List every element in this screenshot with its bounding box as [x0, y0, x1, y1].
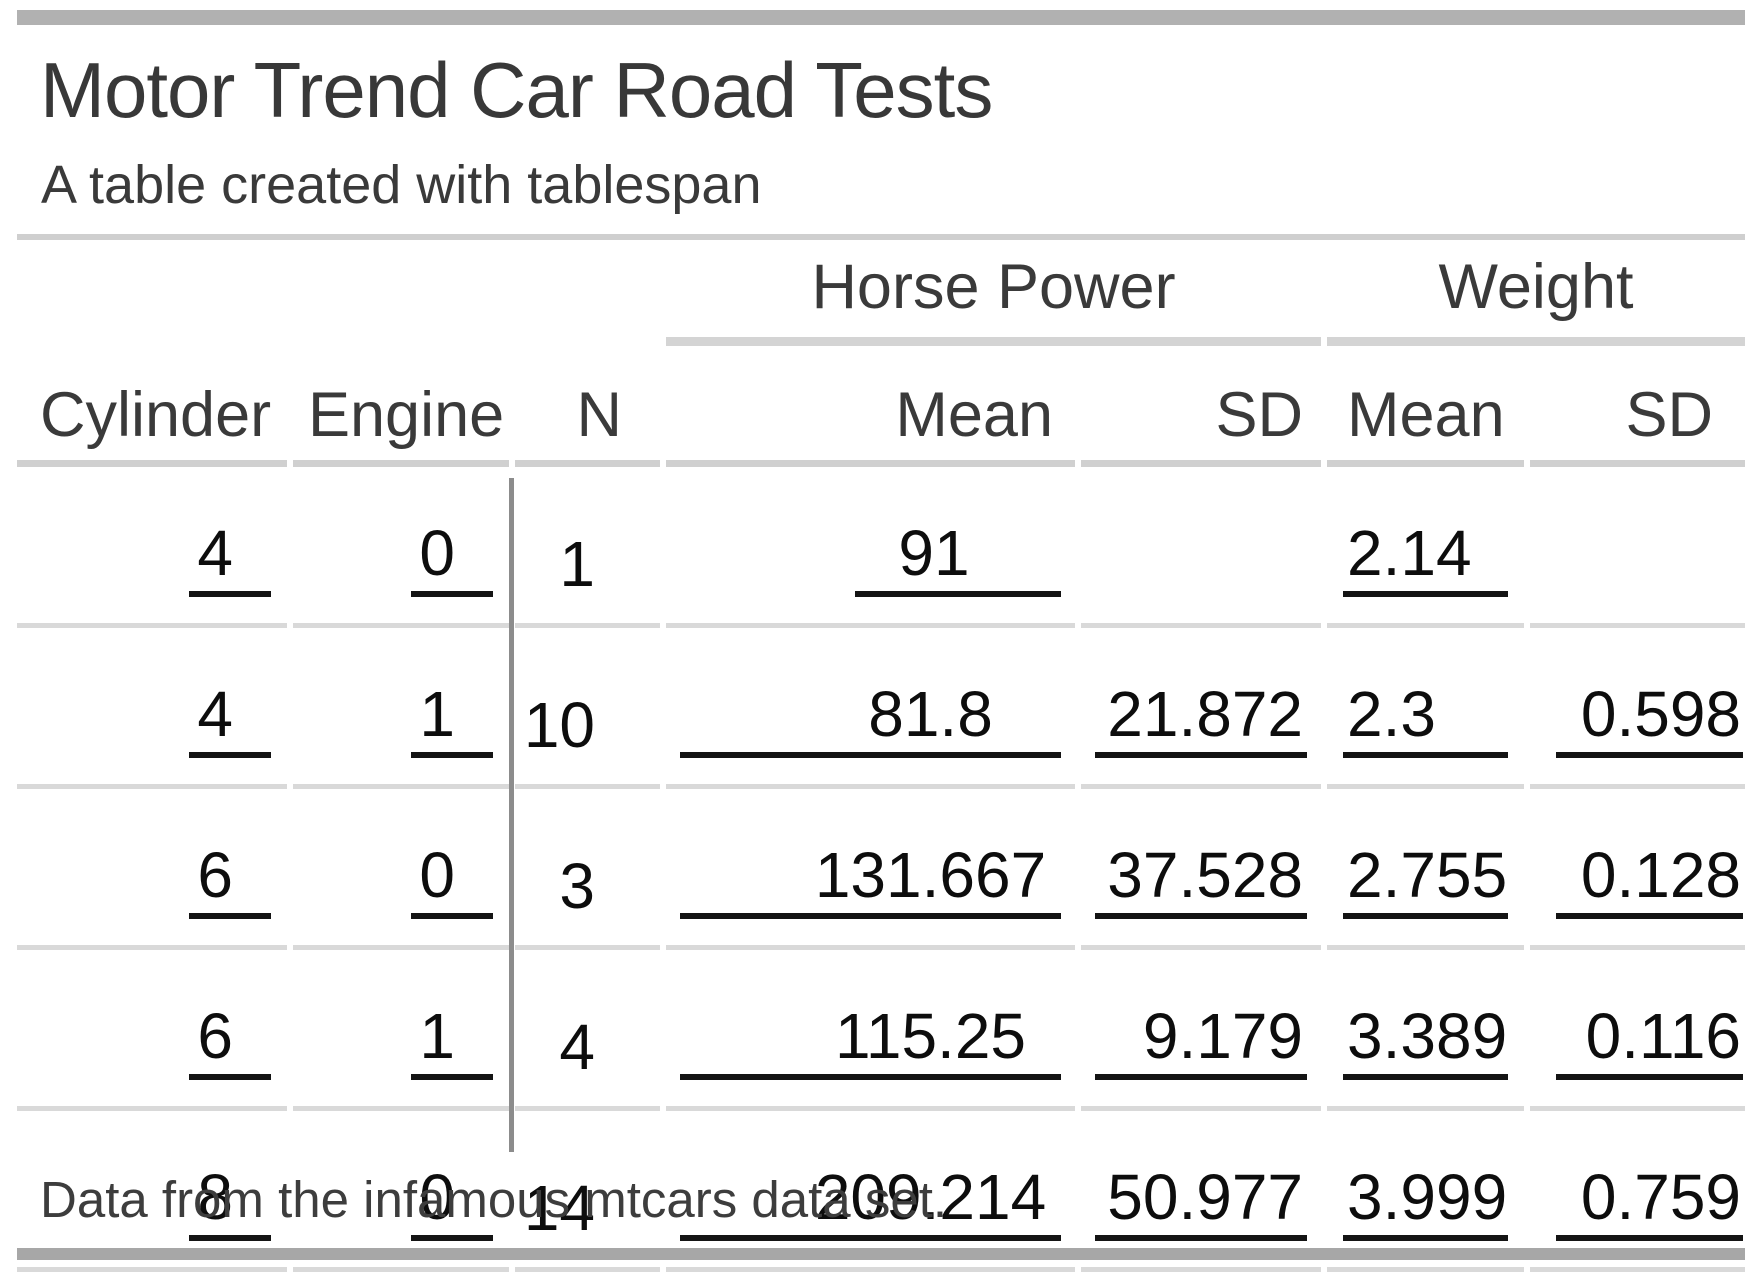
cell-hp_sd: 21.872 — [1081, 628, 1322, 789]
cell-n: 1 — [515, 467, 660, 628]
cell-value: 4 — [189, 520, 271, 597]
cell-value: 0.759 — [1556, 1164, 1744, 1241]
cell-hp_mean: 115.25 — [666, 950, 1075, 1111]
cell-n: 4 — [515, 950, 660, 1111]
cell-value: 2.14 — [1343, 520, 1509, 597]
cell-value: 0.598 — [1556, 681, 1744, 758]
spanner-horse-power: Horse Power — [666, 240, 1322, 346]
cell-wt_sd: 0.128 — [1530, 789, 1746, 950]
cell-hp_mean: 131.667 — [666, 789, 1075, 950]
cell-value: 0.116 — [1556, 1003, 1744, 1080]
table-body: 4 0 1 91 2.14 4 1 10 81.8 21.872 2.3 0.598 6 0 3 131.66… — [17, 467, 1746, 1272]
cell-engine: 0 — [293, 467, 509, 628]
cell-value: 4 — [189, 681, 271, 758]
cell-n: 3 — [515, 789, 660, 950]
cell-wt_mean: 2.14 — [1327, 467, 1525, 628]
cell-value: 21.872 — [1095, 681, 1308, 758]
cell-wt_mean: 2.755 — [1327, 789, 1525, 950]
cell-wt_mean: 2.3 — [1327, 628, 1525, 789]
table-bottom-rule — [17, 1248, 1745, 1260]
cell-value: 0 — [411, 520, 493, 597]
col-header-n: N — [515, 346, 660, 467]
column-header-row: Cylinder Engine N Mean SD Mean SD — [17, 346, 1746, 467]
cell-value: 131.667 — [680, 842, 1061, 919]
col-header-cylinder: Cylinder — [17, 346, 287, 467]
cell-cylinder: 8 — [17, 1111, 287, 1272]
table-top-rule — [17, 10, 1745, 25]
table-header: Horse Power Weight Cylinder Engine N Mea… — [17, 240, 1746, 467]
cell-hp_mean: 209.214 — [666, 1111, 1075, 1272]
cell-cylinder: 4 — [17, 628, 287, 789]
cell-value: 3.389 — [1343, 1003, 1509, 1080]
cell-wt_mean: 3.999 — [1327, 1111, 1525, 1272]
cell-hp_sd — [1081, 467, 1322, 628]
col-header-wt-sd: SD — [1530, 346, 1746, 467]
cell-value: 209.214 — [680, 1164, 1061, 1241]
spanner-empty — [293, 240, 509, 346]
table-row: 6 1 4 115.25 9.179 3.389 0.116 — [17, 950, 1746, 1111]
cell-wt_sd: 0.598 — [1530, 628, 1746, 789]
col-header-wt-mean: Mean — [1327, 346, 1525, 467]
cell-value: 2.755 — [1343, 842, 1509, 919]
cell-engine: 1 — [293, 950, 509, 1111]
cell-wt_mean: 3.389 — [1327, 950, 1525, 1111]
cell-n: 14 — [515, 1111, 660, 1272]
cell-value: 81.8 — [680, 681, 1061, 758]
col-header-hp-sd: SD — [1081, 346, 1322, 467]
cell-cylinder: 4 — [17, 467, 287, 628]
spanner-row: Horse Power Weight — [17, 240, 1746, 346]
col-header-hp-mean: Mean — [666, 346, 1075, 467]
stub-divider-line — [509, 478, 514, 1152]
table-row: 4 0 1 91 2.14 — [17, 467, 1746, 628]
data-table: Horse Power Weight Cylinder Engine N Mea… — [11, 240, 1748, 1272]
table-row: 8 0 14 209.214 50.977 3.999 0.759 — [17, 1111, 1746, 1272]
cell-value: 0.128 — [1556, 842, 1744, 919]
cell-value: 8 — [189, 1164, 271, 1241]
table-row: 4 1 10 81.8 21.872 2.3 0.598 — [17, 628, 1746, 789]
col-header-engine: Engine — [293, 346, 509, 467]
spanner-empty — [515, 240, 660, 346]
cell-hp_sd: 37.528 — [1081, 789, 1322, 950]
spanner-weight: Weight — [1327, 240, 1746, 346]
cell-value: 1 — [411, 1003, 493, 1080]
cell-wt_sd: 0.759 — [1530, 1111, 1746, 1272]
cell-value: 0 — [411, 1164, 493, 1241]
cell-value: 6 — [189, 1003, 271, 1080]
cell-value: 115.25 — [680, 1003, 1061, 1080]
cell-value: 6 — [189, 842, 271, 919]
subtitle-rule — [17, 234, 1745, 240]
cell-value: 0 — [411, 842, 493, 919]
cell-cylinder: 6 — [17, 789, 287, 950]
cell-value: 37.528 — [1095, 842, 1308, 919]
cell-n: 10 — [515, 628, 660, 789]
cell-hp_mean: 81.8 — [666, 628, 1075, 789]
cell-value: 50.977 — [1095, 1164, 1308, 1241]
cell-cylinder: 6 — [17, 950, 287, 1111]
cell-engine: 1 — [293, 628, 509, 789]
cell-engine: 0 — [293, 1111, 509, 1272]
table-subtitle: A table created with tablespan — [41, 155, 762, 215]
cell-value: 91 — [855, 520, 1061, 597]
table-title: Motor Trend Car Road Tests — [40, 46, 993, 134]
cell-value: 9.179 — [1095, 1003, 1308, 1080]
table-footnote: Data from the infamous mtcars data set. — [40, 1171, 948, 1228]
cell-hp_mean: 91 — [666, 467, 1075, 628]
cell-hp_sd: 50.977 — [1081, 1111, 1322, 1272]
cell-value: 3.999 — [1343, 1164, 1509, 1241]
cell-value: 2.3 — [1343, 681, 1509, 758]
cell-engine: 0 — [293, 789, 509, 950]
cell-wt_sd: 0.116 — [1530, 950, 1746, 1111]
spanner-empty — [17, 240, 287, 346]
cell-wt_sd — [1530, 467, 1746, 628]
cell-value: 1 — [411, 681, 493, 758]
cell-hp_sd: 9.179 — [1081, 950, 1322, 1111]
table-row: 6 0 3 131.667 37.528 2.755 0.128 — [17, 789, 1746, 950]
